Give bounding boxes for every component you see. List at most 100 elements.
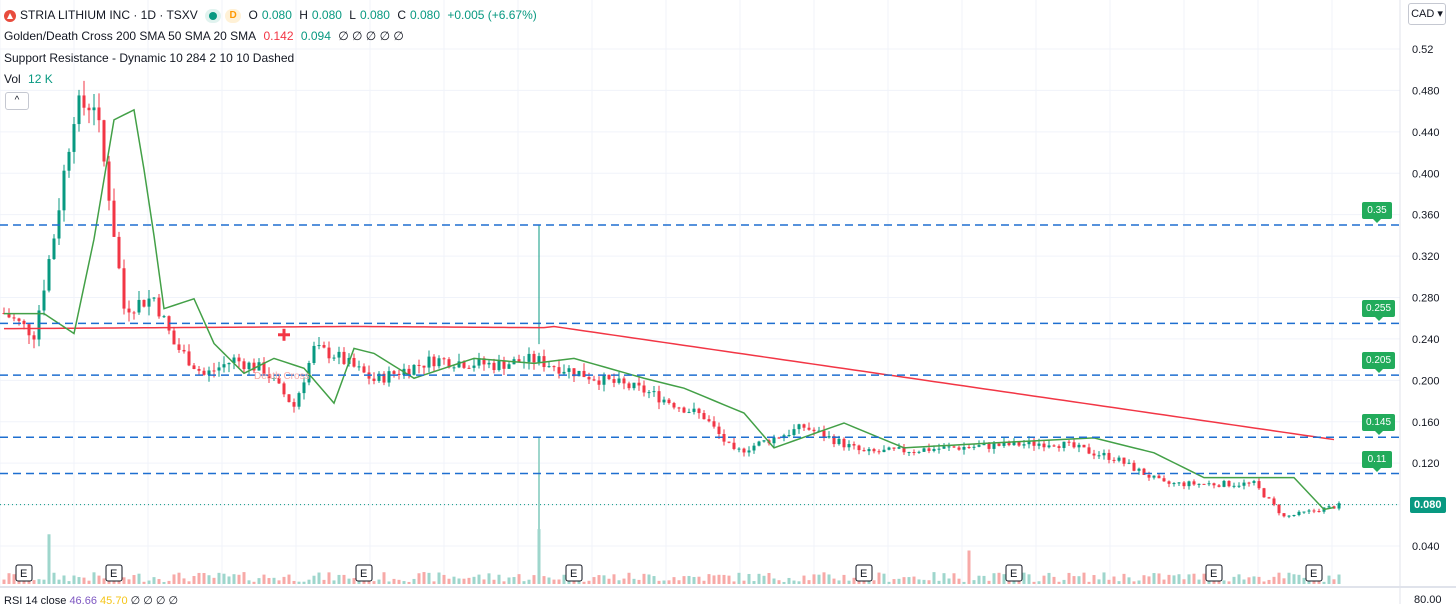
candle bbox=[1142, 468, 1146, 475]
volume-bar bbox=[457, 578, 461, 584]
volume-bar bbox=[717, 574, 721, 584]
volume-bar bbox=[507, 577, 511, 584]
candle bbox=[1132, 462, 1136, 471]
volume-bar bbox=[1097, 579, 1101, 584]
candle bbox=[682, 407, 686, 413]
candle bbox=[1002, 441, 1006, 446]
candle bbox=[1127, 462, 1131, 464]
y-tick-label: 0.320 bbox=[1412, 251, 1440, 263]
earnings-marker[interactable] bbox=[565, 564, 583, 582]
candle bbox=[712, 421, 716, 427]
rsi-legend[interactable]: RSI 14 close 46.66 45.70 ∅ ∅ ∅ ∅ bbox=[4, 594, 178, 607]
volume-bar bbox=[802, 575, 806, 584]
volume-bar bbox=[782, 581, 786, 584]
candle bbox=[502, 360, 506, 369]
market-status-icon[interactable] bbox=[205, 8, 222, 23]
candle bbox=[397, 373, 401, 376]
volume-bar bbox=[482, 579, 486, 584]
candle bbox=[922, 448, 926, 452]
volume-bar bbox=[732, 581, 736, 584]
candle bbox=[467, 367, 471, 369]
candle bbox=[1037, 443, 1041, 446]
candle bbox=[1092, 453, 1096, 456]
sr-indicator-name: Support Resistance - Dynamic 10 284 2 10… bbox=[4, 51, 295, 65]
volume-bar bbox=[442, 574, 446, 584]
candle bbox=[1207, 483, 1211, 485]
earnings-marker[interactable] bbox=[105, 564, 123, 582]
delayed-badge[interactable]: D bbox=[225, 8, 242, 23]
chevron-up-icon: ^ bbox=[14, 95, 20, 106]
candle bbox=[992, 443, 996, 449]
candle bbox=[452, 367, 456, 369]
candle bbox=[822, 430, 826, 438]
candle bbox=[1267, 497, 1271, 499]
candle bbox=[982, 443, 986, 446]
earnings-marker[interactable] bbox=[1305, 564, 1323, 582]
volume-bar bbox=[797, 581, 801, 584]
volume-bar bbox=[612, 574, 616, 584]
volume-bar bbox=[807, 580, 811, 584]
candle bbox=[1247, 482, 1251, 484]
volume-bar bbox=[1232, 576, 1236, 584]
volume-bar bbox=[32, 580, 36, 584]
volume-bar bbox=[97, 575, 101, 584]
volume-bar bbox=[1212, 579, 1216, 584]
candle bbox=[157, 297, 161, 317]
candle bbox=[1282, 513, 1286, 517]
volume-bar bbox=[172, 574, 176, 584]
candle bbox=[577, 370, 581, 377]
collapse-legend-button[interactable]: ^ bbox=[5, 92, 29, 110]
candle bbox=[707, 419, 711, 422]
earnings-marker[interactable] bbox=[1205, 564, 1223, 582]
volume-bar bbox=[2, 579, 6, 584]
volume-bar bbox=[1072, 576, 1076, 584]
currency-button[interactable]: CAD ▾ bbox=[1408, 3, 1446, 25]
volume-bar bbox=[682, 576, 686, 584]
volume-bar bbox=[602, 575, 606, 584]
candle bbox=[747, 450, 751, 453]
candle bbox=[832, 436, 836, 445]
earnings-marker-label: E bbox=[110, 568, 117, 580]
volume-bar bbox=[162, 581, 166, 584]
candle bbox=[1157, 475, 1161, 479]
earnings-marker[interactable] bbox=[355, 564, 373, 582]
volume-bar bbox=[242, 572, 246, 584]
volume-bar bbox=[657, 580, 661, 584]
cross-indicator-name: Golden/Death Cross 200 SMA 50 SMA 20 SMA bbox=[4, 29, 257, 43]
volume-bar bbox=[197, 572, 201, 584]
candle bbox=[372, 378, 376, 381]
volume-bar bbox=[567, 581, 571, 584]
candle bbox=[82, 95, 86, 108]
volume-bar bbox=[1042, 575, 1046, 584]
sr-indicator-legend[interactable]: Support Resistance - Dynamic 10 284 2 10… bbox=[4, 51, 298, 65]
volume-bar bbox=[92, 572, 96, 584]
volume-bar bbox=[302, 581, 306, 584]
candle bbox=[1162, 478, 1166, 482]
candle bbox=[482, 358, 486, 365]
earnings-marker[interactable] bbox=[1005, 564, 1023, 582]
candle bbox=[572, 368, 576, 377]
candle bbox=[1122, 457, 1126, 464]
volume-bar bbox=[1087, 581, 1091, 584]
volume-bar bbox=[967, 550, 971, 584]
volume-bar bbox=[747, 573, 751, 584]
candle bbox=[352, 357, 356, 367]
candle bbox=[62, 170, 66, 211]
earnings-marker[interactable] bbox=[855, 564, 873, 582]
volume-bar bbox=[532, 575, 536, 584]
volume-bar bbox=[917, 579, 921, 584]
candle bbox=[172, 330, 176, 345]
candle bbox=[1137, 468, 1141, 471]
volume-bar bbox=[647, 574, 651, 584]
volume-bar bbox=[152, 577, 156, 584]
candle bbox=[357, 366, 361, 368]
earnings-marker[interactable] bbox=[15, 564, 33, 582]
volume-legend[interactable]: Vol 12 K bbox=[4, 72, 57, 86]
candle bbox=[462, 361, 466, 368]
volume-bar bbox=[1027, 574, 1031, 584]
candle bbox=[287, 394, 291, 403]
candle bbox=[197, 368, 201, 371]
cross-indicator-legend[interactable]: Golden/Death Cross 200 SMA 50 SMA 20 SMA… bbox=[4, 29, 408, 43]
candle bbox=[1077, 444, 1081, 448]
